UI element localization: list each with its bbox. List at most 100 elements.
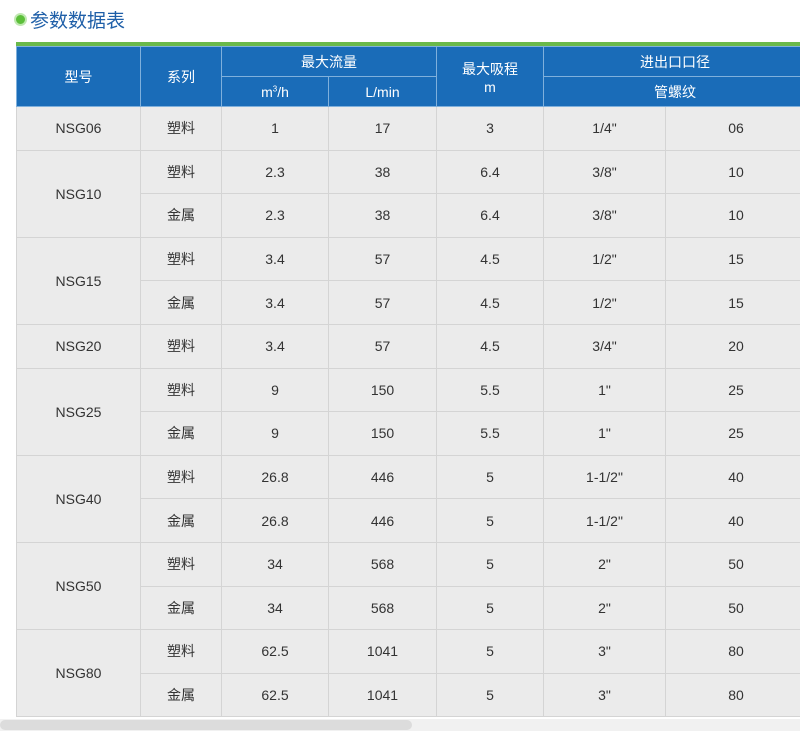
model-cell: NSG80 <box>16 629 141 718</box>
header-m3h: m3/h <box>221 76 329 107</box>
header-max-flow: 最大流量 <box>221 46 437 77</box>
suction-cell: 5 <box>436 498 544 543</box>
code-cell: 25 <box>665 367 800 413</box>
series-cell: 塑料 <box>140 367 222 413</box>
inch-cell: 3/8" <box>543 149 666 195</box>
series-cell: 塑料 <box>140 629 222 674</box>
table-row: NSG50 塑料 34 568 5 2" 50 <box>16 541 800 631</box>
series-cell: 塑料 <box>140 106 222 151</box>
suction-cell: 5.5 <box>436 367 544 413</box>
header-series: 系列 <box>140 46 222 107</box>
model-cell: NSG25 <box>16 367 141 456</box>
code-cell: 10 <box>665 193 800 238</box>
code-cell: 50 <box>665 585 800 631</box>
suction-cell: 5 <box>436 672 544 718</box>
suction-cell: 5 <box>436 585 544 631</box>
code-cell: 15 <box>665 236 800 282</box>
horizontal-scrollbar[interactable] <box>0 719 800 731</box>
series-cell: 金属 <box>140 498 222 543</box>
lmin-cell: 17 <box>328 106 437 151</box>
lmin-cell: 150 <box>328 367 437 413</box>
suction-cell: 5.5 <box>436 411 544 456</box>
inch-cell: 2" <box>543 541 666 587</box>
m3h-cell: 26.8 <box>221 498 329 543</box>
lmin-cell: 1041 <box>328 672 437 718</box>
code-cell: 06 <box>665 106 800 151</box>
code-cell: 80 <box>665 672 800 718</box>
table-row: 金属 26.8 446 5 1-1/2" 40 <box>17 498 800 543</box>
series-cell: 塑料 <box>140 323 222 369</box>
inch-cell: 1" <box>543 411 666 456</box>
header-accent-bar <box>16 42 800 46</box>
inch-cell: 1/2" <box>543 236 666 282</box>
model-cell: NSG20 <box>16 323 141 369</box>
model-cell: NSG10 <box>16 149 141 238</box>
m3h-cell: 9 <box>221 411 329 456</box>
suction-cell: 5 <box>436 454 544 500</box>
suction-cell: 4.5 <box>436 280 544 325</box>
series-cell: 金属 <box>140 193 222 238</box>
inch-cell: 3" <box>543 672 666 718</box>
lmin-cell: 57 <box>328 280 437 325</box>
m3h-cell: 2.3 <box>221 193 329 238</box>
table-row: 金属 2.3 38 6.4 3/8" 10 <box>17 193 800 238</box>
code-cell: 25 <box>665 411 800 456</box>
lmin-cell: 568 <box>328 541 437 587</box>
m3h-cell: 2.3 <box>221 149 329 195</box>
m3h-cell: 9 <box>221 367 329 413</box>
table-row: NSG10 塑料 2.3 38 6.4 3/8" 10 <box>16 149 800 238</box>
code-cell: 40 <box>665 454 800 500</box>
code-cell: 80 <box>665 629 800 674</box>
suction-cell: 4.5 <box>436 236 544 282</box>
header-lmin: L/min <box>328 76 437 107</box>
model-cell: NSG06 <box>16 106 141 151</box>
suction-cell: 5 <box>436 541 544 587</box>
series-cell: 塑料 <box>140 149 222 195</box>
inch-cell: 1/2" <box>543 280 666 325</box>
suction-cell: 3 <box>436 106 544 151</box>
m3h-cell: 34 <box>221 541 329 587</box>
table-row: 金属 9 150 5.5 1" 25 <box>17 411 800 456</box>
series-cell: 塑料 <box>140 454 222 500</box>
series-cell: 金属 <box>140 280 222 325</box>
bullet-icon <box>14 13 27 26</box>
lmin-cell: 38 <box>328 149 437 195</box>
lmin-cell: 38 <box>328 193 437 238</box>
lmin-cell: 57 <box>328 236 437 282</box>
lmin-cell: 1041 <box>328 629 437 674</box>
inch-cell: 1/4" <box>543 106 666 151</box>
lmin-cell: 150 <box>328 411 437 456</box>
table-row: NSG40 塑料 26.8 446 5 1-1/2" 40 <box>16 454 800 543</box>
inch-cell: 3/4" <box>543 323 666 369</box>
series-cell: 金属 <box>140 672 222 718</box>
table-row: NSG25 塑料 9 150 5.5 1" 25 <box>16 367 800 456</box>
header-model: 型号 <box>16 46 141 107</box>
table-row: NSG20 塑料 3.4 57 4.5 3/4" 20 <box>16 323 800 369</box>
inch-cell: 1-1/2" <box>543 454 666 500</box>
table-row: 金属 62.5 1041 5 3" 80 <box>17 672 800 718</box>
suction-cell: 6.4 <box>436 149 544 195</box>
scrollbar-thumb[interactable] <box>0 720 412 730</box>
inch-cell: 2" <box>543 585 666 631</box>
model-cell: NSG15 <box>16 236 141 325</box>
m3h-cell: 3.4 <box>221 280 329 325</box>
code-cell: 40 <box>665 498 800 543</box>
lmin-cell: 446 <box>328 498 437 543</box>
inch-cell: 1" <box>543 367 666 413</box>
m3h-cell: 62.5 <box>221 629 329 674</box>
series-cell: 金属 <box>140 411 222 456</box>
inch-cell: 1-1/2" <box>543 498 666 543</box>
model-cell: NSG50 <box>16 541 141 631</box>
series-cell: 塑料 <box>140 236 222 282</box>
code-cell: 50 <box>665 541 800 587</box>
model-cell: NSG40 <box>16 454 141 543</box>
table-row: 金属 3.4 57 4.5 1/2" 15 <box>17 280 800 325</box>
header-max-suction: 最大吸程 m <box>436 46 544 107</box>
m3h-cell: 1 <box>221 106 329 151</box>
header-thread: 管螺纹 <box>543 76 800 107</box>
section-title-text: 参数数据表 <box>30 10 126 32</box>
lmin-cell: 446 <box>328 454 437 500</box>
table-row: NSG80 塑料 62.5 1041 5 3" 80 <box>16 629 800 718</box>
m3h-cell: 34 <box>221 585 329 631</box>
code-cell: 20 <box>665 323 800 369</box>
